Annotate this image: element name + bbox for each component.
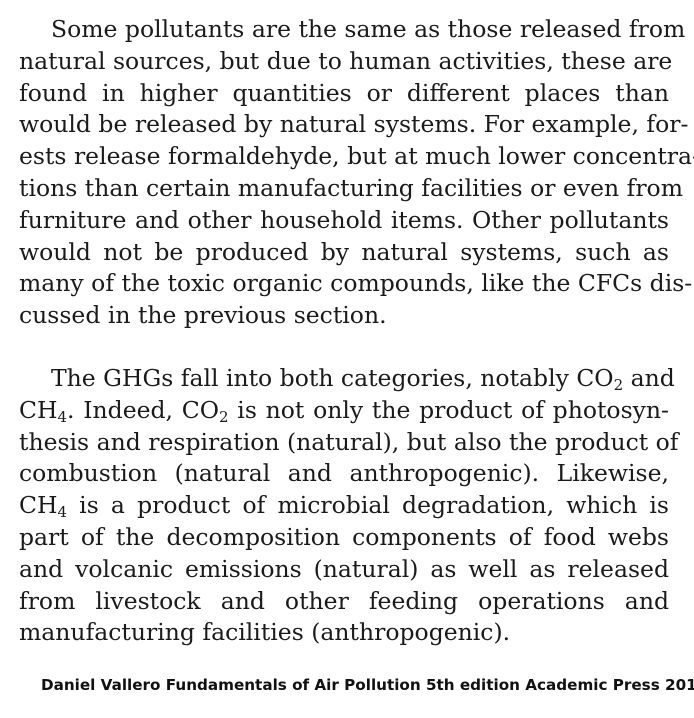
text-line: would be released by natural systems. Fo…	[19, 109, 669, 141]
paragraph-ghg-categories: The GHGs fall into both categories, nota…	[19, 363, 669, 649]
source-citation: Daniel Vallero Fundamentals of Air Pollu…	[41, 674, 681, 696]
text-line: natural sources, but due to human activi…	[19, 46, 669, 78]
text-line: from livestock and other feeding operati…	[19, 586, 669, 618]
text-line: cussed in the previous section.	[19, 300, 669, 332]
text-line: furniture and other household items. Oth…	[19, 205, 669, 237]
subscript: 4	[57, 408, 67, 426]
text-line: CH4 is a product of microbial degradatio…	[19, 490, 669, 522]
text-fragment: The GHGs fall into both categories, nota…	[51, 364, 614, 392]
text-fragment: and	[623, 364, 675, 392]
text-line: part of the decomposition components of …	[19, 522, 669, 554]
paragraph-pollutant-sources: Some pollutants are the same as those re…	[19, 14, 669, 332]
text-line: and volcanic emissions (natural) as well…	[19, 554, 669, 586]
text-fragment: is not only the product of photosyn-	[229, 396, 669, 424]
text-line: combustion (natural and anthropogenic). …	[19, 458, 669, 490]
text-line: would not be produced by natural systems…	[19, 237, 669, 269]
text-fragment: CH	[19, 396, 57, 424]
subscript: 2	[219, 408, 229, 426]
text-fragment: is a product of microbial degradation, w…	[67, 491, 669, 519]
text-fragment: CH	[19, 491, 57, 519]
text-fragment: . Indeed, CO	[67, 396, 219, 424]
subscript: 2	[614, 376, 624, 394]
text-line: thesis and respiration (natural), but al…	[19, 427, 669, 459]
text-line: Some pollutants are the same as those re…	[19, 14, 669, 46]
text-line: CH4. Indeed, CO2 is not only the product…	[19, 395, 669, 427]
text-line: found in higher quantities or different …	[19, 78, 669, 110]
text-line: tions than certain manufacturing facilit…	[19, 173, 669, 205]
subscript: 4	[57, 503, 67, 521]
text-line: many of the toxic organic compounds, lik…	[19, 268, 669, 300]
text-line: manufacturing facilities (anthropogenic)…	[19, 617, 669, 649]
text-line: The GHGs fall into both categories, nota…	[19, 363, 669, 395]
text-line: ests release formaldehyde, but at much l…	[19, 141, 669, 173]
